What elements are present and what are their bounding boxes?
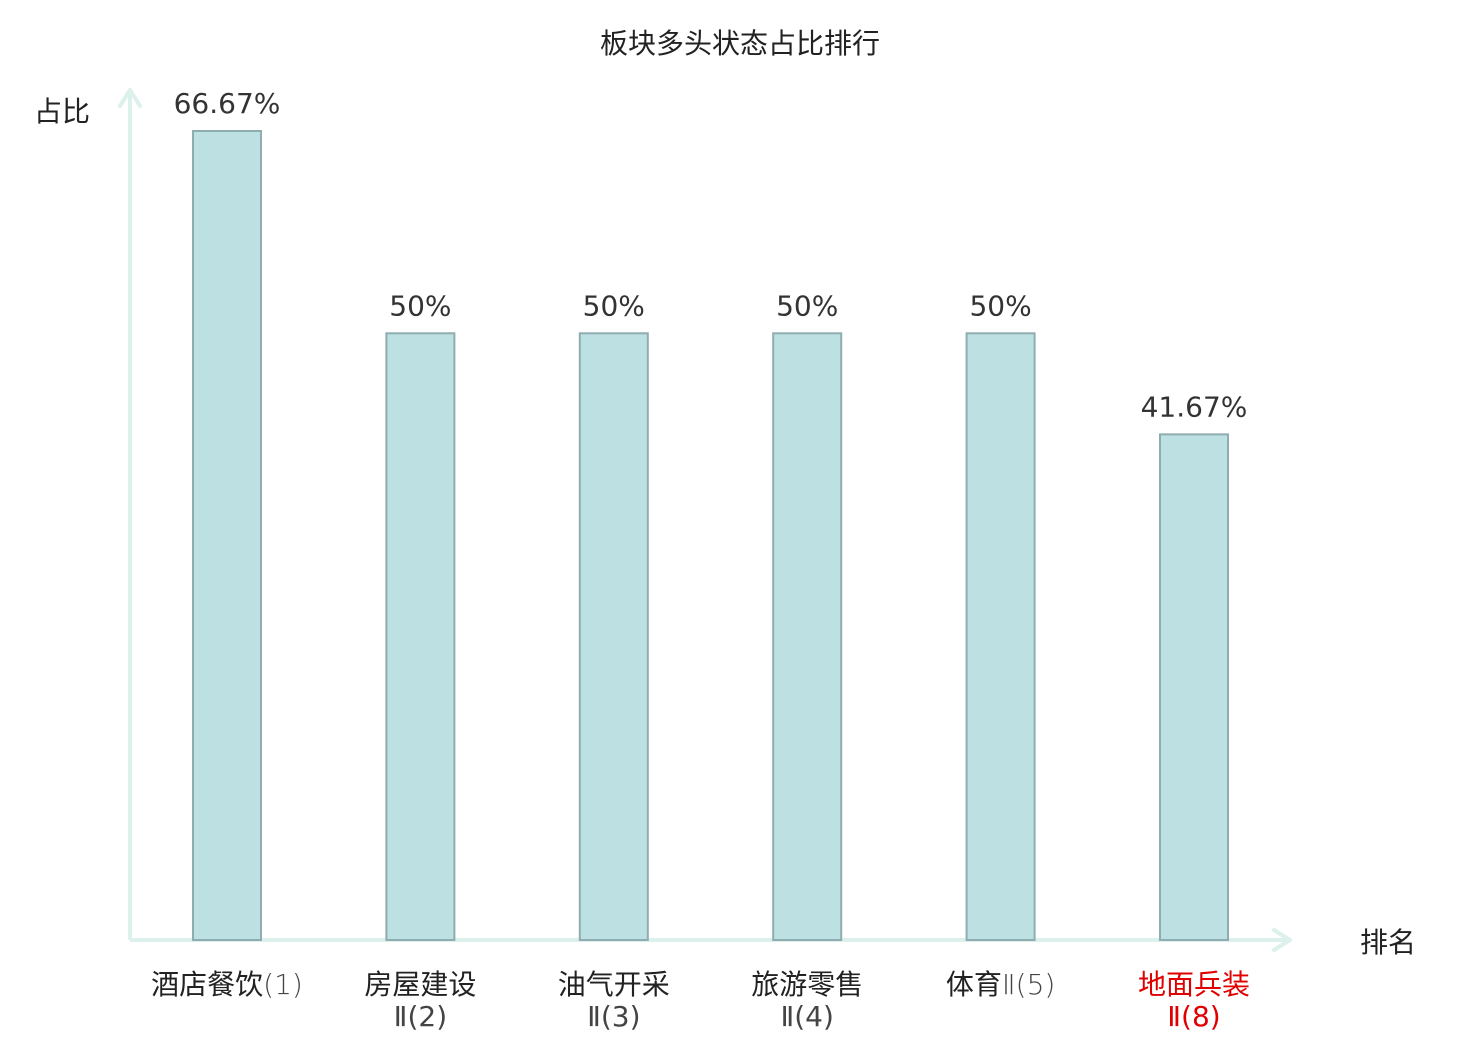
x-tick-label: 酒店餐饮(1) bbox=[151, 968, 303, 1001]
x-tick-rank: Ⅱ(2) bbox=[394, 1000, 447, 1033]
x-tick-label: 房屋建设 bbox=[364, 968, 476, 1001]
chart-title: 板块多头状态占比排行 bbox=[599, 27, 880, 60]
chart-bar bbox=[578, 332, 649, 941]
y-axis-arrow bbox=[118, 88, 142, 108]
chart-bar bbox=[772, 332, 843, 941]
x-tick-name: 体育 bbox=[946, 968, 1002, 1001]
chart-bars bbox=[192, 130, 1229, 941]
chart-bar bbox=[965, 332, 1036, 941]
x-tick-label: 体育Ⅱ(5) bbox=[946, 968, 1055, 1001]
bar-value-label: 50% bbox=[389, 289, 451, 322]
bar-value-label: 50% bbox=[776, 289, 838, 322]
x-tick-label: 旅游零售 bbox=[751, 968, 863, 1001]
x-axis-arrow bbox=[1272, 928, 1292, 952]
bar-value-label: 66.67% bbox=[174, 87, 281, 120]
x-tick-label: 油气开采 bbox=[558, 968, 670, 1001]
x-tick-rank: Ⅱ(8) bbox=[1167, 1000, 1220, 1033]
x-tick-label: 地面兵装 bbox=[1138, 968, 1250, 1001]
chart-bar bbox=[385, 332, 456, 941]
chart-value-labels: 66.67% 50% 50% 50% 50% 41.67% bbox=[174, 87, 1248, 423]
bar-value-label: 50% bbox=[969, 289, 1031, 322]
bar-value-label: 50% bbox=[583, 289, 645, 322]
x-axis-label: 排名 bbox=[1360, 926, 1417, 959]
x-tick-rank: Ⅱ(5) bbox=[1002, 968, 1055, 1001]
chart-bar bbox=[1159, 433, 1229, 941]
bar-value-label: 41.67% bbox=[1141, 390, 1248, 423]
x-tick-rank: Ⅱ(3) bbox=[587, 1000, 640, 1033]
x-tick-rank: (1) bbox=[263, 968, 303, 1001]
y-axis-label: 占比 bbox=[34, 95, 91, 128]
x-tick-name: 酒店餐饮 bbox=[151, 968, 263, 1001]
chart-bar bbox=[192, 130, 262, 941]
chart-axes bbox=[118, 88, 1292, 952]
x-tick-rank: Ⅱ(4) bbox=[780, 1000, 833, 1033]
